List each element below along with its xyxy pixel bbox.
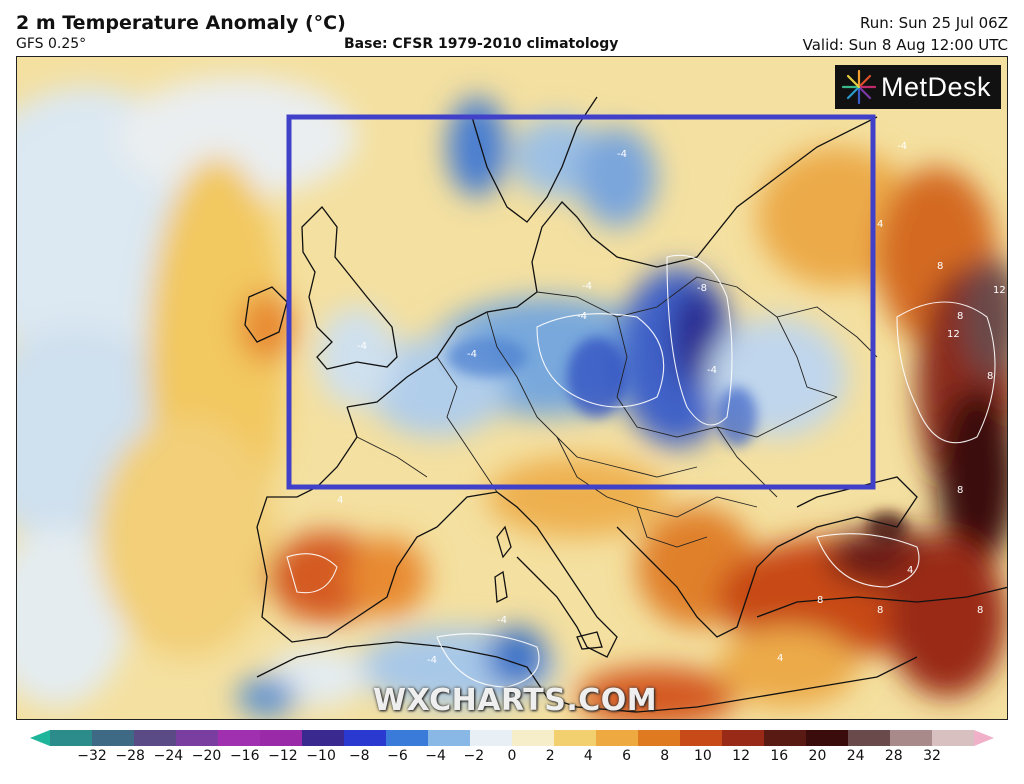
- colorbar: [30, 730, 994, 746]
- anomaly-field: [17, 77, 1007, 719]
- contour-label: -4: [617, 149, 627, 160]
- colorbar-scale: [30, 730, 994, 746]
- contour-label: 8: [977, 605, 983, 616]
- colorbar-left-arrow: [30, 730, 50, 746]
- colorbar-segment: [386, 730, 429, 746]
- anomaly-map[interactable]: -4 -4 -4 -4 -4 -4 -8 -4 4 8 8 12 12 8 8 …: [16, 56, 1008, 720]
- contour-label: 4: [877, 219, 883, 230]
- contour-label: 12: [993, 285, 1006, 296]
- contour-label: -4: [707, 365, 717, 376]
- colorbar-segment: [596, 730, 639, 746]
- colorbar-segment: [218, 730, 261, 746]
- colorbar-tick-label: −24: [153, 748, 184, 764]
- colorbar-segment: [764, 730, 807, 746]
- contour-label: 8: [957, 485, 963, 496]
- contour-label: -8: [697, 283, 707, 294]
- colorbar-segment: [638, 730, 681, 746]
- colorbar-tick-label: −8: [348, 748, 370, 764]
- colorbar-segment: [302, 730, 345, 746]
- contour-label: 8: [957, 311, 963, 322]
- colorbar-tick-label: 16: [770, 748, 789, 764]
- metdesk-star-icon: [841, 69, 877, 105]
- colorbar-tick-label: −16: [229, 748, 260, 764]
- metdesk-logo: MetDesk: [835, 65, 1001, 109]
- highlight-box: [286, 114, 876, 490]
- contour-lines: [286, 254, 996, 688]
- contour-label: 8: [937, 261, 943, 272]
- colorbar-tick-label: −10: [306, 748, 336, 764]
- colorbar-tick-label: 8: [660, 748, 670, 764]
- valid-time-label: Valid: Sun 8 Aug 12:00 UTC: [802, 36, 1008, 54]
- model-label: GFS 0.25°: [16, 36, 87, 52]
- contour-label: 8: [877, 605, 883, 616]
- wxcharts-watermark: WXCHARTS.COM: [373, 683, 658, 718]
- colorbar-tick-label: 2: [545, 748, 555, 764]
- chart-title: 2 m Temperature Anomaly (°C): [16, 12, 346, 34]
- colorbar-tick-label: 0: [507, 748, 517, 764]
- colorbar-segment: [890, 730, 933, 746]
- colorbar-tick-label: −4: [425, 748, 446, 764]
- contour-labels: -4 -4 -4 -4 -4 -4 -8 -4 4 8 8 12 12 8 8 …: [337, 141, 1006, 666]
- colorbar-segment: [722, 730, 765, 746]
- contour-label: 8: [817, 595, 823, 606]
- colorbar-tick-label: 20: [808, 748, 827, 764]
- colorbar-segment: [260, 730, 303, 746]
- colorbar-right-arrow: [974, 730, 994, 746]
- contour-label: 4: [777, 653, 783, 664]
- colorbar-tick-label: 6: [622, 748, 631, 764]
- colorbar-segment: [512, 730, 555, 746]
- colorbar-segment: [932, 730, 975, 746]
- colorbar-tick-label: 4: [583, 748, 593, 764]
- colorbar-tick-label: 24: [846, 748, 865, 764]
- run-time-label: Run: Sun 25 Jul 06Z: [860, 14, 1008, 32]
- contour-label: -4: [577, 311, 587, 322]
- colorbar-segment: [428, 730, 471, 746]
- colorbar-tick-label: −32: [77, 748, 107, 764]
- colorbar-tick-label: −20: [191, 748, 222, 764]
- colorbar-tick-label: −6: [387, 748, 408, 764]
- colorbar-segment: [470, 730, 513, 746]
- colorbar-tick-label: 28: [884, 748, 903, 764]
- anomaly-detail: [447, 337, 907, 542]
- colorbar-segment: [134, 730, 177, 746]
- contour-label: 12: [947, 329, 960, 340]
- contour-label: -4: [357, 341, 367, 352]
- country-borders: [356, 276, 878, 548]
- contour-label: 8: [987, 371, 993, 382]
- contour-label: -4: [467, 349, 477, 360]
- colorbar-tick-label: −2: [463, 748, 485, 764]
- contour-label: 4: [337, 495, 343, 506]
- colorbar-segment: [92, 730, 135, 746]
- colorbar-segment: [848, 730, 891, 746]
- colorbar-segment: [806, 730, 849, 746]
- colorbar-tick-label: −28: [115, 748, 145, 764]
- contour-label: 4: [907, 565, 913, 576]
- coastlines: [244, 96, 1007, 713]
- contour-label: -4: [897, 141, 907, 152]
- colorbar-segment: [554, 730, 597, 746]
- colorbar-tick-label: 32: [923, 748, 941, 764]
- colorbar-segment: [680, 730, 723, 746]
- contour-label: -4: [497, 615, 507, 626]
- colorbar-segment: [50, 730, 93, 746]
- colorbar-tick-label: −12: [268, 748, 298, 764]
- contour-label: -4: [582, 281, 592, 292]
- map-canvas: -4 -4 -4 -4 -4 -4 -8 -4 4 8 8 12 12 8 8 …: [17, 57, 1007, 719]
- colorbar-tick-label: 12: [732, 748, 750, 764]
- colorbar-segment: [176, 730, 219, 746]
- colorbar-tick-label: 10: [693, 748, 712, 764]
- climatology-base-label: Base: CFSR 1979-2010 climatology: [344, 36, 619, 52]
- metdesk-logo-text: MetDesk: [881, 71, 992, 102]
- colorbar-ticks: −32 −28 −24 −20 −16 −12 −10 −8 −6 −4 −2 0 2 4 6 8 10 12 16…: [0, 748, 1024, 772]
- colorbar-segment: [344, 730, 387, 746]
- contour-label: -4: [427, 655, 437, 666]
